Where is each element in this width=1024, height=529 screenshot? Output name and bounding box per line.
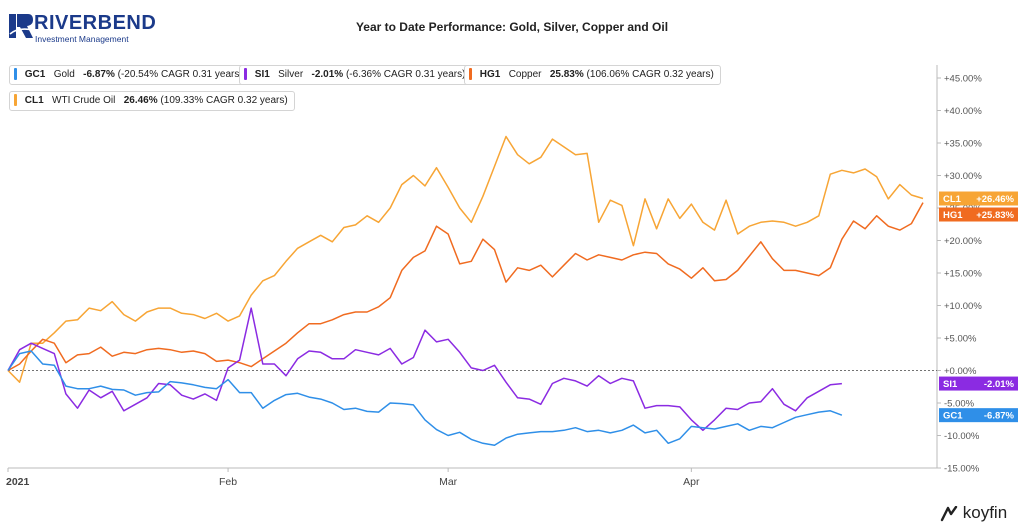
y-tick-label: +35.00% (944, 139, 982, 150)
legend-detail: (-6.36% CAGR 0.31 years) (345, 69, 466, 80)
koyfin-logo: koyfin (940, 503, 1007, 523)
end-label-ticker: SI1 (943, 379, 958, 390)
legend-ticker: CL1 (24, 95, 44, 106)
y-tick-label: +10.00% (944, 301, 982, 312)
x-tick-label: Apr (683, 476, 700, 488)
series-line-hg1 (7, 202, 924, 372)
end-label-gc1: GC1 -6.87% (939, 408, 1018, 423)
koyfin-name: koyfin (962, 503, 1008, 522)
y-tick-label: -10.00% (944, 431, 980, 442)
y-tick-label: +20.00% (944, 236, 982, 247)
legend-label: Silver (278, 69, 304, 80)
legend-value: 25.83% (549, 69, 584, 80)
legend-detail: (109.33% CAGR 0.32 years) (160, 95, 288, 106)
legend-item-gc1[interactable]: GC1 Gold -6.87% (-20.54% CAGR 0.31 years… (9, 65, 250, 85)
legend-ticker: SI1 (254, 69, 270, 80)
end-label-value: -6.87% (984, 411, 1015, 422)
legend-label: WTI Crude Oil (52, 95, 116, 106)
y-tick-label: +15.00% (944, 269, 982, 280)
end-label-ticker: HG1 (943, 210, 963, 221)
end-label-si1: SI1 -2.01% (939, 376, 1018, 391)
legend-ticker: HG1 (479, 69, 501, 80)
legend-item-cl1[interactable]: CL1 WTI Crude Oil 26.46% (109.33% CAGR 0… (9, 91, 295, 111)
series-line-cl1 (7, 135, 924, 383)
end-label-bg (939, 207, 1018, 222)
x-tick-label: Feb (219, 476, 237, 488)
legend-ticker: GC1 (24, 69, 46, 80)
legend-detail: (-20.54% CAGR 0.31 years) (117, 69, 243, 80)
legend-label: Copper (508, 69, 542, 80)
series-line-si1 (7, 307, 842, 432)
y-tick-label: +30.00% (944, 171, 982, 182)
end-label-ticker: CL1 (943, 194, 962, 205)
legend-item-si1[interactable]: SI1 Silver -2.01% (-6.36% CAGR 0.31 year… (239, 65, 473, 85)
end-label-value: -2.01% (984, 379, 1015, 390)
legend-value: -2.01% (311, 69, 344, 80)
legend-swatch-si1 (244, 68, 247, 81)
end-label-bg (939, 191, 1018, 206)
x-tick-label: 2021 (6, 476, 30, 488)
legend-value: -6.87% (83, 69, 115, 80)
y-tick-label: +5.00% (944, 334, 977, 345)
end-label-hg1: HG1 +25.83% (939, 207, 1018, 222)
y-tick-label: +0.00% (944, 366, 977, 377)
chart-title: Year to Date Performance: Gold, Silver, … (355, 20, 669, 34)
legend-item-hg1[interactable]: HG1 Copper 25.83% (106.06% CAGR 0.32 yea… (464, 65, 721, 85)
end-label-cl1: CL1 +26.46% (939, 191, 1018, 206)
legend-label: Gold (53, 69, 75, 80)
riverbend-mark-icon (9, 14, 34, 38)
end-label-value: +26.46% (976, 194, 1014, 205)
legend-value: 26.46% (123, 95, 158, 106)
end-label-ticker: GC1 (943, 411, 963, 422)
end-label-value: +25.83% (976, 210, 1014, 221)
legend-swatch-hg1 (469, 68, 472, 81)
logo-name: RIVERBEND (34, 12, 157, 34)
legend-detail: (106.06% CAGR 0.32 years) (586, 69, 714, 80)
y-tick-label: +45.00% (944, 74, 982, 85)
end-label-bg (939, 408, 1018, 423)
end-label-bg (939, 376, 1018, 391)
koyfin-mark-icon (940, 505, 958, 521)
legend-swatch-gc1 (14, 68, 17, 81)
legend-swatch-cl1 (14, 94, 17, 107)
y-tick-label: +40.00% (944, 106, 982, 117)
riverbend-logo: RIVERBEND Investment Management (8, 10, 156, 44)
y-tick-label: -15.00% (944, 464, 980, 475)
x-tick-label: Mar (439, 476, 458, 488)
series-line-gc1 (7, 350, 843, 447)
y-tick-label: -5.00% (944, 399, 975, 410)
logo-tagline: Investment Management (35, 34, 129, 44)
